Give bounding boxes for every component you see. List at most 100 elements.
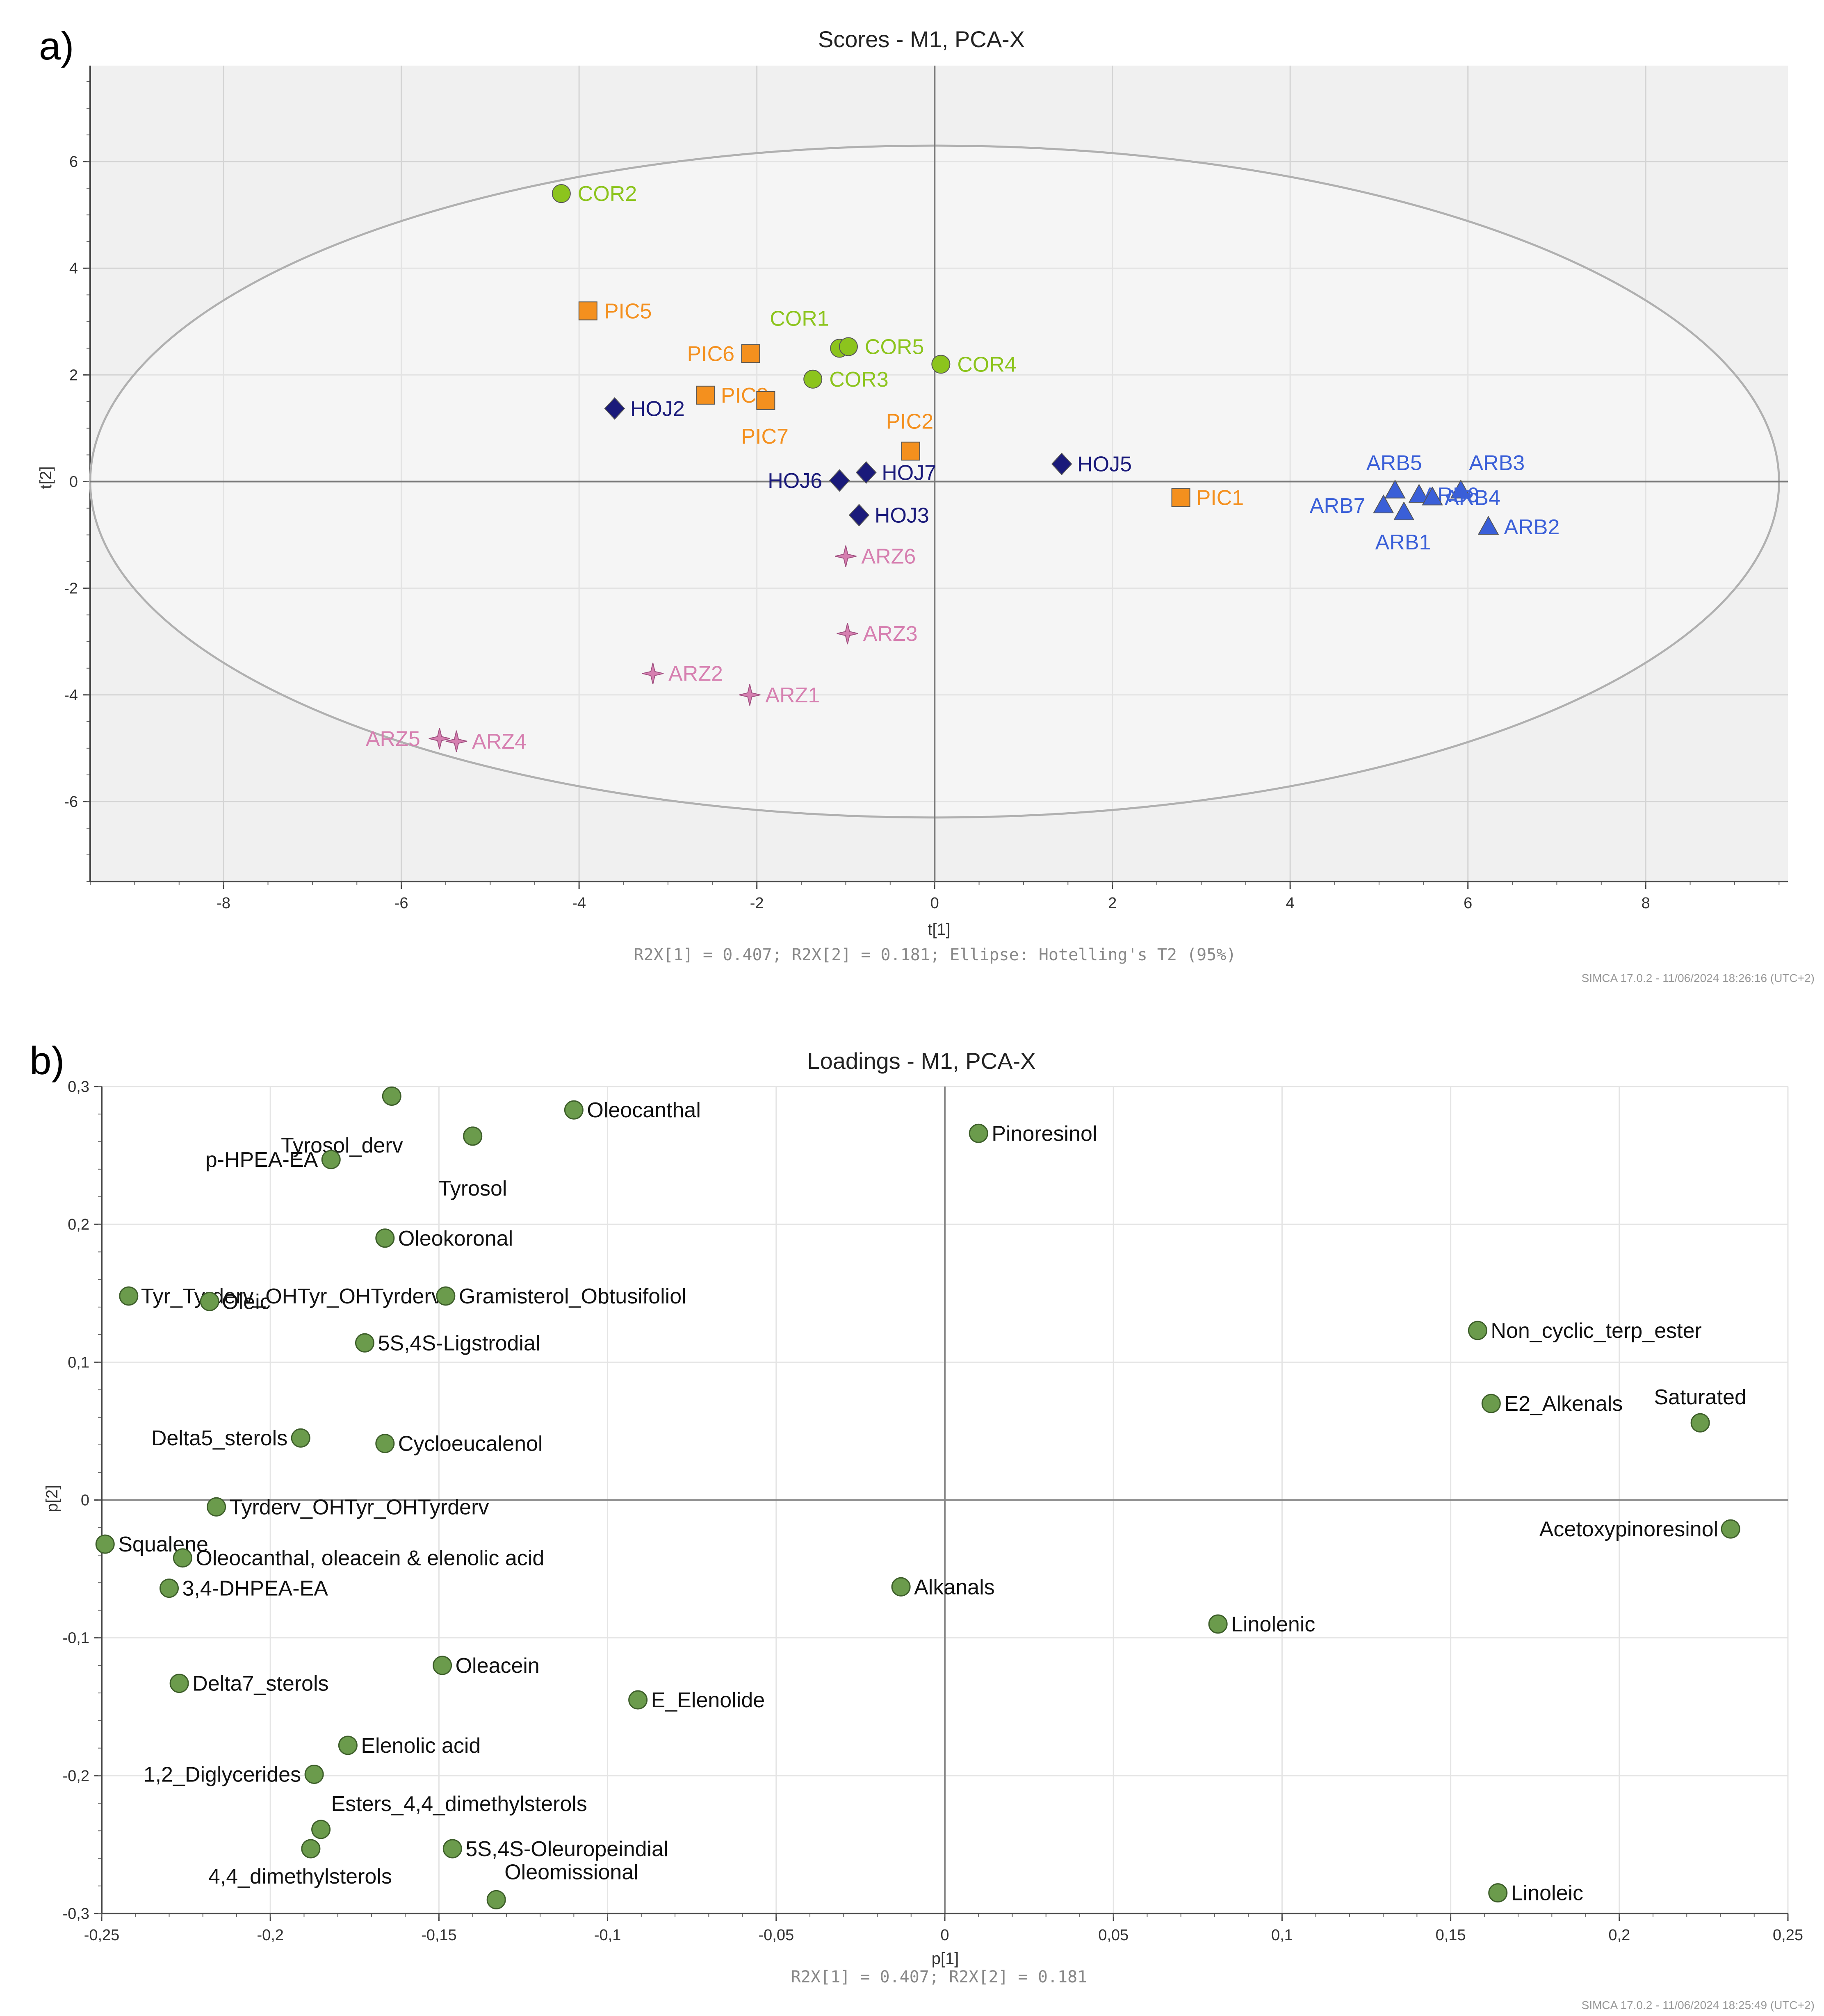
score-point-pic2 (901, 442, 920, 461)
loading-point-alkanals (891, 1577, 911, 1597)
loading-label-esters-4-4-dimethylsterols: Esters_4,4_dimethylsterols (331, 1792, 587, 1816)
loadings-tick-label-y: -0,1 (63, 1630, 89, 1647)
scores-tick-label-y: -2 (64, 580, 78, 597)
loading-label-oleic: Oleic (222, 1290, 270, 1314)
scores-tick-label-x: -2 (750, 895, 764, 912)
loadings-tick-label-x: -0,05 (758, 1927, 794, 1944)
score-point-pic3 (695, 385, 715, 405)
scores-tick-label-y: -4 (64, 687, 78, 704)
loadings-ticks: -0,25 -0,2 -0,15 -0,1 -0,05 0 0,05 0,1 0,15 0,2 0,… (63, 1078, 1803, 1944)
score-label-arb4: ARB4 (1445, 486, 1500, 510)
loading-point-tyr-tyrderv-ohtyr-ohtyrderv (119, 1286, 139, 1306)
loading-point-linolenic (1208, 1614, 1228, 1634)
loading-label-non-cyclic-terp-ester: Non_cyclic_terp_ester (1491, 1319, 1701, 1343)
loadings-axes (101, 1087, 1788, 1914)
hotelling-ellipse (89, 66, 1788, 882)
scores-tick-label-x: -4 (572, 895, 586, 912)
scores-tick-label-x: 0 (930, 895, 939, 912)
score-label-arb3: ARB3 (1469, 451, 1525, 475)
loadings-tick-label-x: -0,15 (421, 1927, 457, 1944)
scores-tick-label-x: 4 (1286, 895, 1295, 912)
score-point-arz5 (429, 728, 451, 749)
scores-points: COR2COR1COR5COR4COR3PIC5PIC6PIC3PIC7PIC2… (366, 182, 1560, 754)
loading-point-unlabeled (382, 1087, 401, 1106)
score-label-cor3: COR3 (829, 368, 888, 392)
loadings-footer: R2X[1] = 0.407; R2X[2] = 0.181 (791, 1968, 1087, 1986)
loading-point-cycloeucalenol (375, 1434, 395, 1453)
loading-label-oleocanthal: Oleocanthal (587, 1098, 701, 1122)
loading-point-e2-alkenals (1481, 1394, 1501, 1413)
loading-point-gramisterol-obtusifoliol (436, 1286, 456, 1306)
loadings-panel: b) Loadings - M1, PCA-X -0,25 -0,2 -0,15 -0… (30, 1039, 1815, 2011)
loading-point-1-2-diglycerides (304, 1764, 324, 1784)
score-label-arz4: ARZ4 (472, 730, 527, 754)
scores-ticks: -8 -6 -4 -2 0 2 4 6 8 -6 -4 -2 0 2 4 6 (64, 81, 1780, 912)
loading-label-cycloeucalenol: Cycloeucalenol (398, 1432, 543, 1456)
loadings-points: Oleocanthal Tyrosol_derv Tyrosol Pinoresino… (95, 1087, 1746, 1909)
loading-point-acetoxypinoresinol (1721, 1519, 1740, 1539)
loading-label-5s-4s-oleuropeindial: 5S,4S-Oleuropeindial (465, 1837, 668, 1861)
score-label-arb2: ARB2 (1504, 515, 1560, 539)
loadings-tick-label-x: 0,25 (1773, 1927, 1803, 1944)
score-point-arb5 (1384, 479, 1406, 499)
loading-label-delta7-sterols: Delta7_sterols (192, 1672, 328, 1696)
loading-label-oleacein: Oleacein (456, 1654, 540, 1678)
score-point-hoj2 (604, 397, 625, 420)
scores-plot-area (90, 66, 1788, 882)
loading-label-acetoxypinoresinol: Acetoxypinoresinol (1539, 1517, 1718, 1541)
loading-point-oleocanthal-oleacein-elenolic-acid (173, 1548, 192, 1568)
loading-point-tyrderv-ohtyr-ohtyrderv (207, 1497, 226, 1517)
score-point-hoj6 (829, 469, 850, 492)
score-point-pic5 (578, 301, 597, 321)
loading-label-tyrderv-ohtyr-ohtyrderv: Tyrderv_OHTyr_OHTyrderv (230, 1495, 489, 1519)
score-point-pic7 (756, 391, 775, 410)
panel-a-letter: a) (39, 24, 74, 68)
score-label-arz2: ARZ2 (668, 662, 723, 686)
loading-point-oleacein (433, 1656, 452, 1675)
score-point-arb6 (1408, 483, 1430, 503)
scores-tick-label-x: -8 (217, 895, 230, 912)
score-point-arz1 (739, 684, 761, 706)
loadings-title: Loadings - M1, PCA-X (807, 1048, 1035, 1074)
loading-label-alkanals: Alkanals (914, 1575, 995, 1599)
loadings-tick-label-x: 0 (940, 1927, 949, 1944)
loading-label-5s-4s-ligstrodial: 5S,4S-Ligstrodial (378, 1331, 540, 1355)
loading-label-tyrosol-derv: Tyrosol_derv (281, 1134, 403, 1157)
loading-point-squalene (95, 1534, 115, 1554)
score-point-arz4 (445, 730, 467, 752)
loading-point-linoleic (1488, 1883, 1508, 1903)
loading-label-oleomissional: Oleomissional (504, 1860, 638, 1884)
loading-point-oleokoronal (375, 1228, 395, 1248)
loadings-tick-label-x: -0,1 (594, 1927, 621, 1944)
loading-label-e2-alkenals: E2_Alkenals (1504, 1392, 1623, 1416)
loadings-tick-label-x: -0,25 (84, 1927, 120, 1944)
score-point-cor3 (803, 369, 823, 389)
loading-label-3-4-dhpea-ea: 3,4-DHPEA-EA (182, 1577, 328, 1601)
score-point-arb2 (1477, 516, 1499, 535)
scores-x-label: t[1] (928, 920, 951, 939)
loading-point-delta7-sterols (169, 1674, 189, 1693)
loadings-tick-label-y: 0 (81, 1492, 89, 1509)
loading-point-4-4-dimethylsterols (301, 1839, 321, 1859)
scores-tick-label-y: 4 (69, 260, 78, 277)
loading-point-oleic (200, 1292, 219, 1311)
loading-point-oleomissional (486, 1890, 506, 1909)
scores-tick-label-y: 2 (69, 367, 78, 384)
loading-label-delta5-sterols: Delta5_sterols (151, 1426, 287, 1450)
loading-label-pinoresinol: Pinoresinol (992, 1122, 1097, 1146)
score-label-cor5: COR5 (865, 335, 924, 359)
scores-tick-label-x: -6 (394, 895, 408, 912)
scores-title: Scores - M1, PCA-X (818, 26, 1025, 52)
loadings-tick-label-y: 0,2 (68, 1216, 89, 1233)
loadings-tick-label-x: -0,2 (257, 1927, 283, 1944)
score-point-cor4 (931, 355, 951, 374)
loadings-tick-label-y: -0,2 (63, 1768, 89, 1785)
score-label-arb1: ARB1 (1375, 531, 1431, 554)
loadings-x-label: p[1] (932, 1950, 959, 1968)
score-label-pic7: PIC7 (741, 425, 789, 449)
loading-point-elenolic-acid (338, 1736, 358, 1755)
score-label-arz3: ARZ3 (863, 622, 918, 646)
scores-y-label: t[2] (37, 466, 55, 489)
loadings-y-label: p[2] (43, 1485, 61, 1513)
loading-label-elenolic-acid: Elenolic acid (361, 1734, 481, 1758)
